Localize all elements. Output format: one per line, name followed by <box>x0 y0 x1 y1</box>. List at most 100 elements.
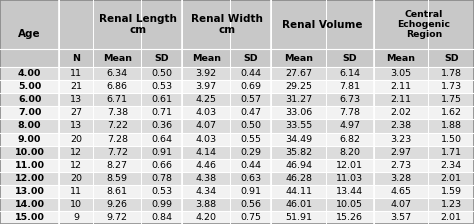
Text: 20: 20 <box>70 135 82 144</box>
Text: 4.97: 4.97 <box>339 121 360 131</box>
Text: 2.11: 2.11 <box>391 95 411 104</box>
Text: 5.00: 5.00 <box>18 82 41 91</box>
Text: 6.34: 6.34 <box>107 69 128 78</box>
Text: 27: 27 <box>70 108 82 117</box>
Bar <box>0 211 474 224</box>
Text: 0.75: 0.75 <box>240 213 261 222</box>
Text: 15.00: 15.00 <box>15 213 45 222</box>
Text: 8.27: 8.27 <box>107 161 128 170</box>
Text: 2.01: 2.01 <box>441 174 462 183</box>
Text: 2.38: 2.38 <box>391 121 411 131</box>
Bar <box>0 80 474 93</box>
Text: 7.78: 7.78 <box>339 108 360 117</box>
Text: 12: 12 <box>70 148 82 157</box>
Text: 12.00: 12.00 <box>15 174 45 183</box>
Text: 0.44: 0.44 <box>240 69 261 78</box>
Text: 3.05: 3.05 <box>391 69 411 78</box>
Text: 0.69: 0.69 <box>240 82 261 91</box>
Bar <box>0 146 474 159</box>
Text: 4.14: 4.14 <box>196 148 217 157</box>
Text: 0.50: 0.50 <box>240 121 261 131</box>
Text: 9.00: 9.00 <box>18 135 41 144</box>
Text: Mean: Mean <box>103 54 132 63</box>
Bar <box>0 133 474 146</box>
Text: 13: 13 <box>70 121 82 131</box>
Text: 1.78: 1.78 <box>441 69 462 78</box>
Text: Renal Volume: Renal Volume <box>282 20 363 30</box>
Text: SD: SD <box>343 54 357 63</box>
Text: 3.88: 3.88 <box>196 200 217 209</box>
Text: 34.49: 34.49 <box>285 135 312 144</box>
Text: 9: 9 <box>73 213 79 222</box>
Text: 0.91: 0.91 <box>151 148 172 157</box>
Text: 8.59: 8.59 <box>107 174 128 183</box>
Text: Central
Echogenic
Region: Central Echogenic Region <box>397 10 450 39</box>
Text: 13.00: 13.00 <box>15 187 45 196</box>
Text: 3.28: 3.28 <box>391 174 411 183</box>
Text: 13.44: 13.44 <box>336 187 364 196</box>
Text: 10.00: 10.00 <box>15 148 45 157</box>
Text: 9.26: 9.26 <box>107 200 128 209</box>
Text: 11: 11 <box>70 187 82 196</box>
Text: 6.86: 6.86 <box>107 82 128 91</box>
Text: 6.73: 6.73 <box>339 95 360 104</box>
Text: 3.57: 3.57 <box>391 213 411 222</box>
Text: 7.00: 7.00 <box>18 108 41 117</box>
Text: 2.02: 2.02 <box>391 108 411 117</box>
Text: 44.11: 44.11 <box>285 187 312 196</box>
Text: 4.20: 4.20 <box>196 213 217 222</box>
Text: 7.38: 7.38 <box>107 108 128 117</box>
Text: 2.11: 2.11 <box>391 82 411 91</box>
Text: 4.25: 4.25 <box>196 95 217 104</box>
Text: 29.25: 29.25 <box>285 82 312 91</box>
Text: 8.20: 8.20 <box>339 148 360 157</box>
Text: Renal Length
cm: Renal Length cm <box>99 14 177 35</box>
Text: Mean: Mean <box>192 54 221 63</box>
Text: 35.82: 35.82 <box>285 148 312 157</box>
Text: 46.28: 46.28 <box>285 174 312 183</box>
Text: 0.57: 0.57 <box>240 95 261 104</box>
Text: 15.26: 15.26 <box>336 213 363 222</box>
Text: Renal Width
cm: Renal Width cm <box>191 14 263 35</box>
Bar <box>0 172 474 185</box>
Text: 1.62: 1.62 <box>441 108 462 117</box>
Text: 3.92: 3.92 <box>196 69 217 78</box>
Text: 0.55: 0.55 <box>240 135 261 144</box>
Text: 0.56: 0.56 <box>240 200 261 209</box>
Text: 1.59: 1.59 <box>441 187 462 196</box>
Text: 12: 12 <box>70 161 82 170</box>
Text: 0.44: 0.44 <box>240 161 261 170</box>
Text: SD: SD <box>155 54 169 63</box>
Text: 7.22: 7.22 <box>107 121 128 131</box>
Bar <box>0 119 474 133</box>
Text: 11: 11 <box>70 69 82 78</box>
Text: 4.34: 4.34 <box>196 187 217 196</box>
Text: 6.71: 6.71 <box>107 95 128 104</box>
Text: 4.07: 4.07 <box>196 121 217 131</box>
Text: Mean: Mean <box>284 54 313 63</box>
Text: 3.97: 3.97 <box>196 82 217 91</box>
Text: 20: 20 <box>70 174 82 183</box>
Text: 4.03: 4.03 <box>196 135 217 144</box>
Text: 7.28: 7.28 <box>107 135 128 144</box>
Text: 6.00: 6.00 <box>18 95 41 104</box>
Text: 7.72: 7.72 <box>107 148 128 157</box>
Text: 1.23: 1.23 <box>441 200 462 209</box>
Text: 6.14: 6.14 <box>339 69 360 78</box>
Text: 11.00: 11.00 <box>15 161 45 170</box>
Bar <box>0 49 474 67</box>
Text: 4.03: 4.03 <box>196 108 217 117</box>
Text: SD: SD <box>243 54 258 63</box>
Bar <box>0 93 474 106</box>
Text: 31.27: 31.27 <box>285 95 312 104</box>
Text: Mean: Mean <box>387 54 416 63</box>
Text: 0.78: 0.78 <box>151 174 172 183</box>
Text: 1.73: 1.73 <box>441 82 462 91</box>
Text: 1.50: 1.50 <box>441 135 462 144</box>
Bar <box>0 198 474 211</box>
Text: 10.05: 10.05 <box>336 200 363 209</box>
Text: 0.53: 0.53 <box>151 187 173 196</box>
Text: 8.00: 8.00 <box>18 121 41 131</box>
Text: 12.01: 12.01 <box>336 161 363 170</box>
Text: 4.38: 4.38 <box>196 174 217 183</box>
